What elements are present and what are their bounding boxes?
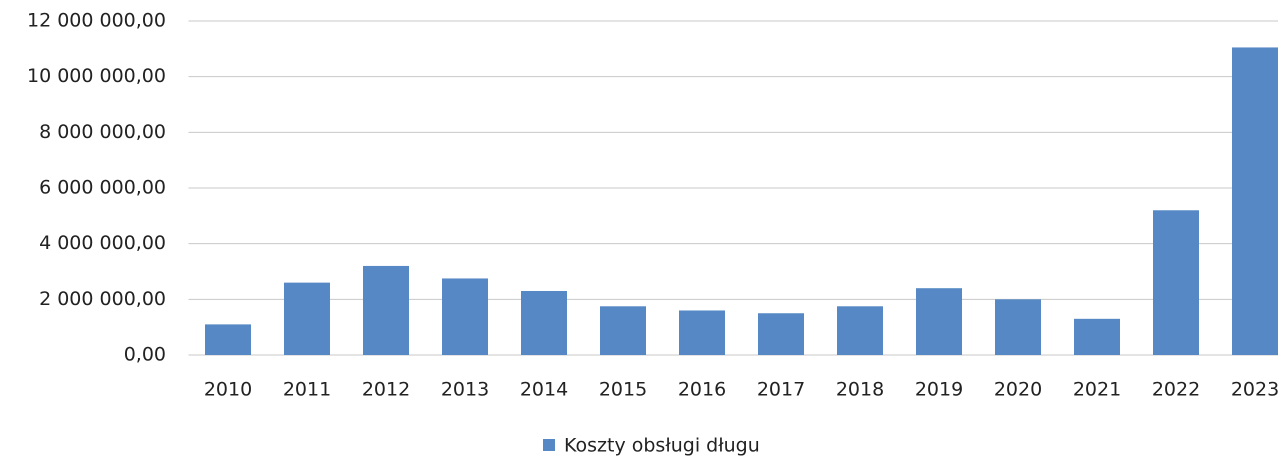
x-tick-label: 2011 bbox=[283, 379, 331, 401]
x-tick-label: 2017 bbox=[757, 379, 805, 401]
y-tick-label: 10 000 000,00 bbox=[27, 65, 166, 87]
x-tick-label: 2012 bbox=[362, 379, 410, 401]
x-tick-label: 2020 bbox=[994, 379, 1042, 401]
y-tick-label: 2 000 000,00 bbox=[39, 288, 166, 310]
x-tick-label: 2014 bbox=[520, 379, 568, 401]
bar bbox=[679, 310, 725, 355]
x-tick-label: 2023 bbox=[1231, 379, 1278, 401]
bar bbox=[1074, 318, 1120, 355]
y-tick-label: 6 000 000,00 bbox=[39, 177, 166, 199]
y-tick-label: 8 000 000,00 bbox=[39, 121, 166, 143]
bar bbox=[363, 265, 409, 355]
y-tick-label: 12 000 000,00 bbox=[27, 10, 166, 32]
bar bbox=[442, 278, 488, 355]
bar bbox=[600, 306, 646, 355]
bar bbox=[1153, 210, 1199, 355]
bar bbox=[995, 299, 1041, 355]
x-tick-label: 2015 bbox=[599, 379, 647, 401]
x-tick-label: 2010 bbox=[204, 379, 252, 401]
x-tick-label: 2019 bbox=[915, 379, 963, 401]
bar bbox=[916, 288, 962, 355]
bar bbox=[284, 282, 330, 355]
bar bbox=[758, 313, 804, 355]
bar bbox=[837, 306, 883, 355]
bar bbox=[205, 324, 251, 355]
x-tick-label: 2016 bbox=[678, 379, 726, 401]
x-tick-label: 2022 bbox=[1152, 379, 1200, 401]
bar bbox=[1232, 47, 1278, 356]
y-tick-label: 0,00 bbox=[124, 344, 166, 366]
x-tick-label: 2013 bbox=[441, 379, 489, 401]
legend-swatch bbox=[543, 439, 555, 451]
x-tick-label: 2021 bbox=[1073, 379, 1121, 401]
y-tick-label: 4 000 000,00 bbox=[39, 232, 166, 254]
x-tick-label: 2018 bbox=[836, 379, 884, 401]
legend-label: Koszty obsługi długu bbox=[564, 435, 760, 457]
bar bbox=[521, 290, 567, 355]
